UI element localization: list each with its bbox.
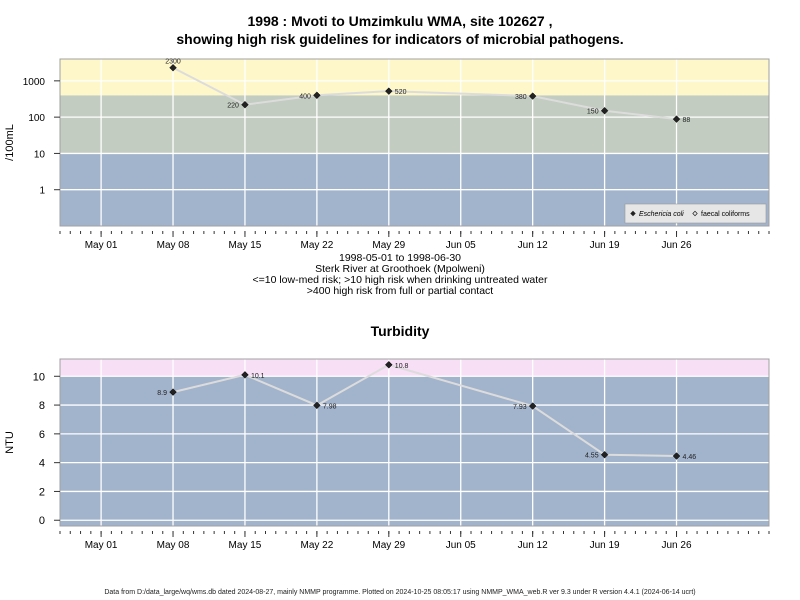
turbidity-chart: May 01 May 08 May 15 May 22 May 29 Jun 05 Jun … [4,358,770,551]
x-tick-label: Jun 05 [446,240,476,251]
legend-label: Eschericia coli [639,211,684,218]
data-point [241,100,249,109]
plot-frame [59,358,770,527]
caption-site-name: Sterk River at Groothoek (Mpolweni) [315,263,485,275]
x-tick-label: Jun 12 [518,540,548,551]
y-tick-label: 0 [39,515,45,527]
data-point [385,361,393,369]
x-tick-label: Jun 19 [590,240,620,251]
footer-note: Data from D:/data_large/wq/wms.db dated … [104,589,696,596]
y-tick-label: 6 [39,429,45,441]
x-tick-label: May 22 [300,240,333,251]
data-label: 7.93 [513,404,527,411]
data-label: 7.98 [323,403,337,410]
data-label: 10.1 [251,373,265,380]
data-label: 520 [395,89,407,96]
data-label: 400 [299,93,311,100]
data-label: 380 [515,94,527,101]
risk-zone-1 [60,359,769,377]
risk-zone-2 [60,59,769,96]
data-point [600,106,609,115]
x-tick-label: Jun 26 [662,540,692,551]
x-tick-label: May 22 [300,540,333,551]
y-tick-label: 1 [39,186,45,197]
chart-title-line1: 1998 : Mvoti to Umzimkulu WMA, site 1026… [247,13,553,29]
data-label: 150 [587,109,599,116]
y-tick-label: 100 [28,113,45,124]
y-tick-label: 8 [39,400,45,412]
data-point [313,401,321,410]
data-label: 4.55 [585,453,599,460]
x-tick-label: May 15 [229,240,262,251]
y-axis-label: /100mL [4,124,16,161]
y-tick-label: 10 [33,371,45,383]
caption-risk-drinking: <=10 low-med risk; >10 high risk when dr… [252,274,548,286]
x-tick-label: May 15 [229,540,262,551]
plot-frame [59,58,770,227]
data-label: 10.8 [395,363,409,370]
legend-box [624,203,767,224]
data-point [313,91,321,100]
legend-marker-icon [630,210,636,217]
x-tick-label: May 01 [85,540,118,551]
data-label: 220 [227,103,239,110]
data-point [169,63,177,72]
data-point [600,450,609,459]
x-tick-label: Jun 26 [662,240,692,251]
caption-date-range: 1998-05-01 to 1998-06-30 [338,252,461,264]
legend-label: faecal coliforms [701,211,750,218]
x-tick-label: Jun 12 [518,240,548,251]
x-tick-label: May 08 [157,240,190,251]
y-tick-label: 1000 [23,77,46,88]
x-tick-label: May 29 [372,240,405,251]
turbidity-title: Turbidity [370,323,430,339]
x-tick-label: Jun 19 [590,540,620,551]
data-label: 88 [683,117,691,124]
data-point [385,87,393,95]
y-tick-label: 10 [34,149,46,160]
data-point [672,115,681,123]
legend: Eschericia coli faecal coliforms [624,203,767,224]
data-point [528,92,537,100]
data-label: 4.46 [683,454,697,461]
data-point [241,371,249,379]
y-axis-label: NTU [4,431,16,454]
data-point [528,402,537,410]
x-tick-label: May 08 [157,540,190,551]
x-tick-label: May 29 [372,540,405,551]
x-tick-label: Jun 05 [446,540,476,551]
data-point [672,452,681,460]
risk-zone-1 [60,95,769,154]
data-label: 2300 [165,59,181,66]
microbial-chart: May 01 May 08 May 15 May 22 May 29 Jun 05 Jun … [4,58,770,251]
chart-title-line2: showing high risk guidelines for indicat… [176,31,624,47]
x-tick-label: May 01 [85,240,118,251]
caption-risk-contact: >400 high risk from full or partial cont… [306,285,494,297]
y-tick-label: 4 [39,458,45,470]
risk-zone-0 [60,376,769,526]
data-point [169,388,177,396]
legend-marker-icon [692,210,698,217]
data-label: 8.9 [157,390,167,397]
y-tick-label: 2 [39,486,45,498]
